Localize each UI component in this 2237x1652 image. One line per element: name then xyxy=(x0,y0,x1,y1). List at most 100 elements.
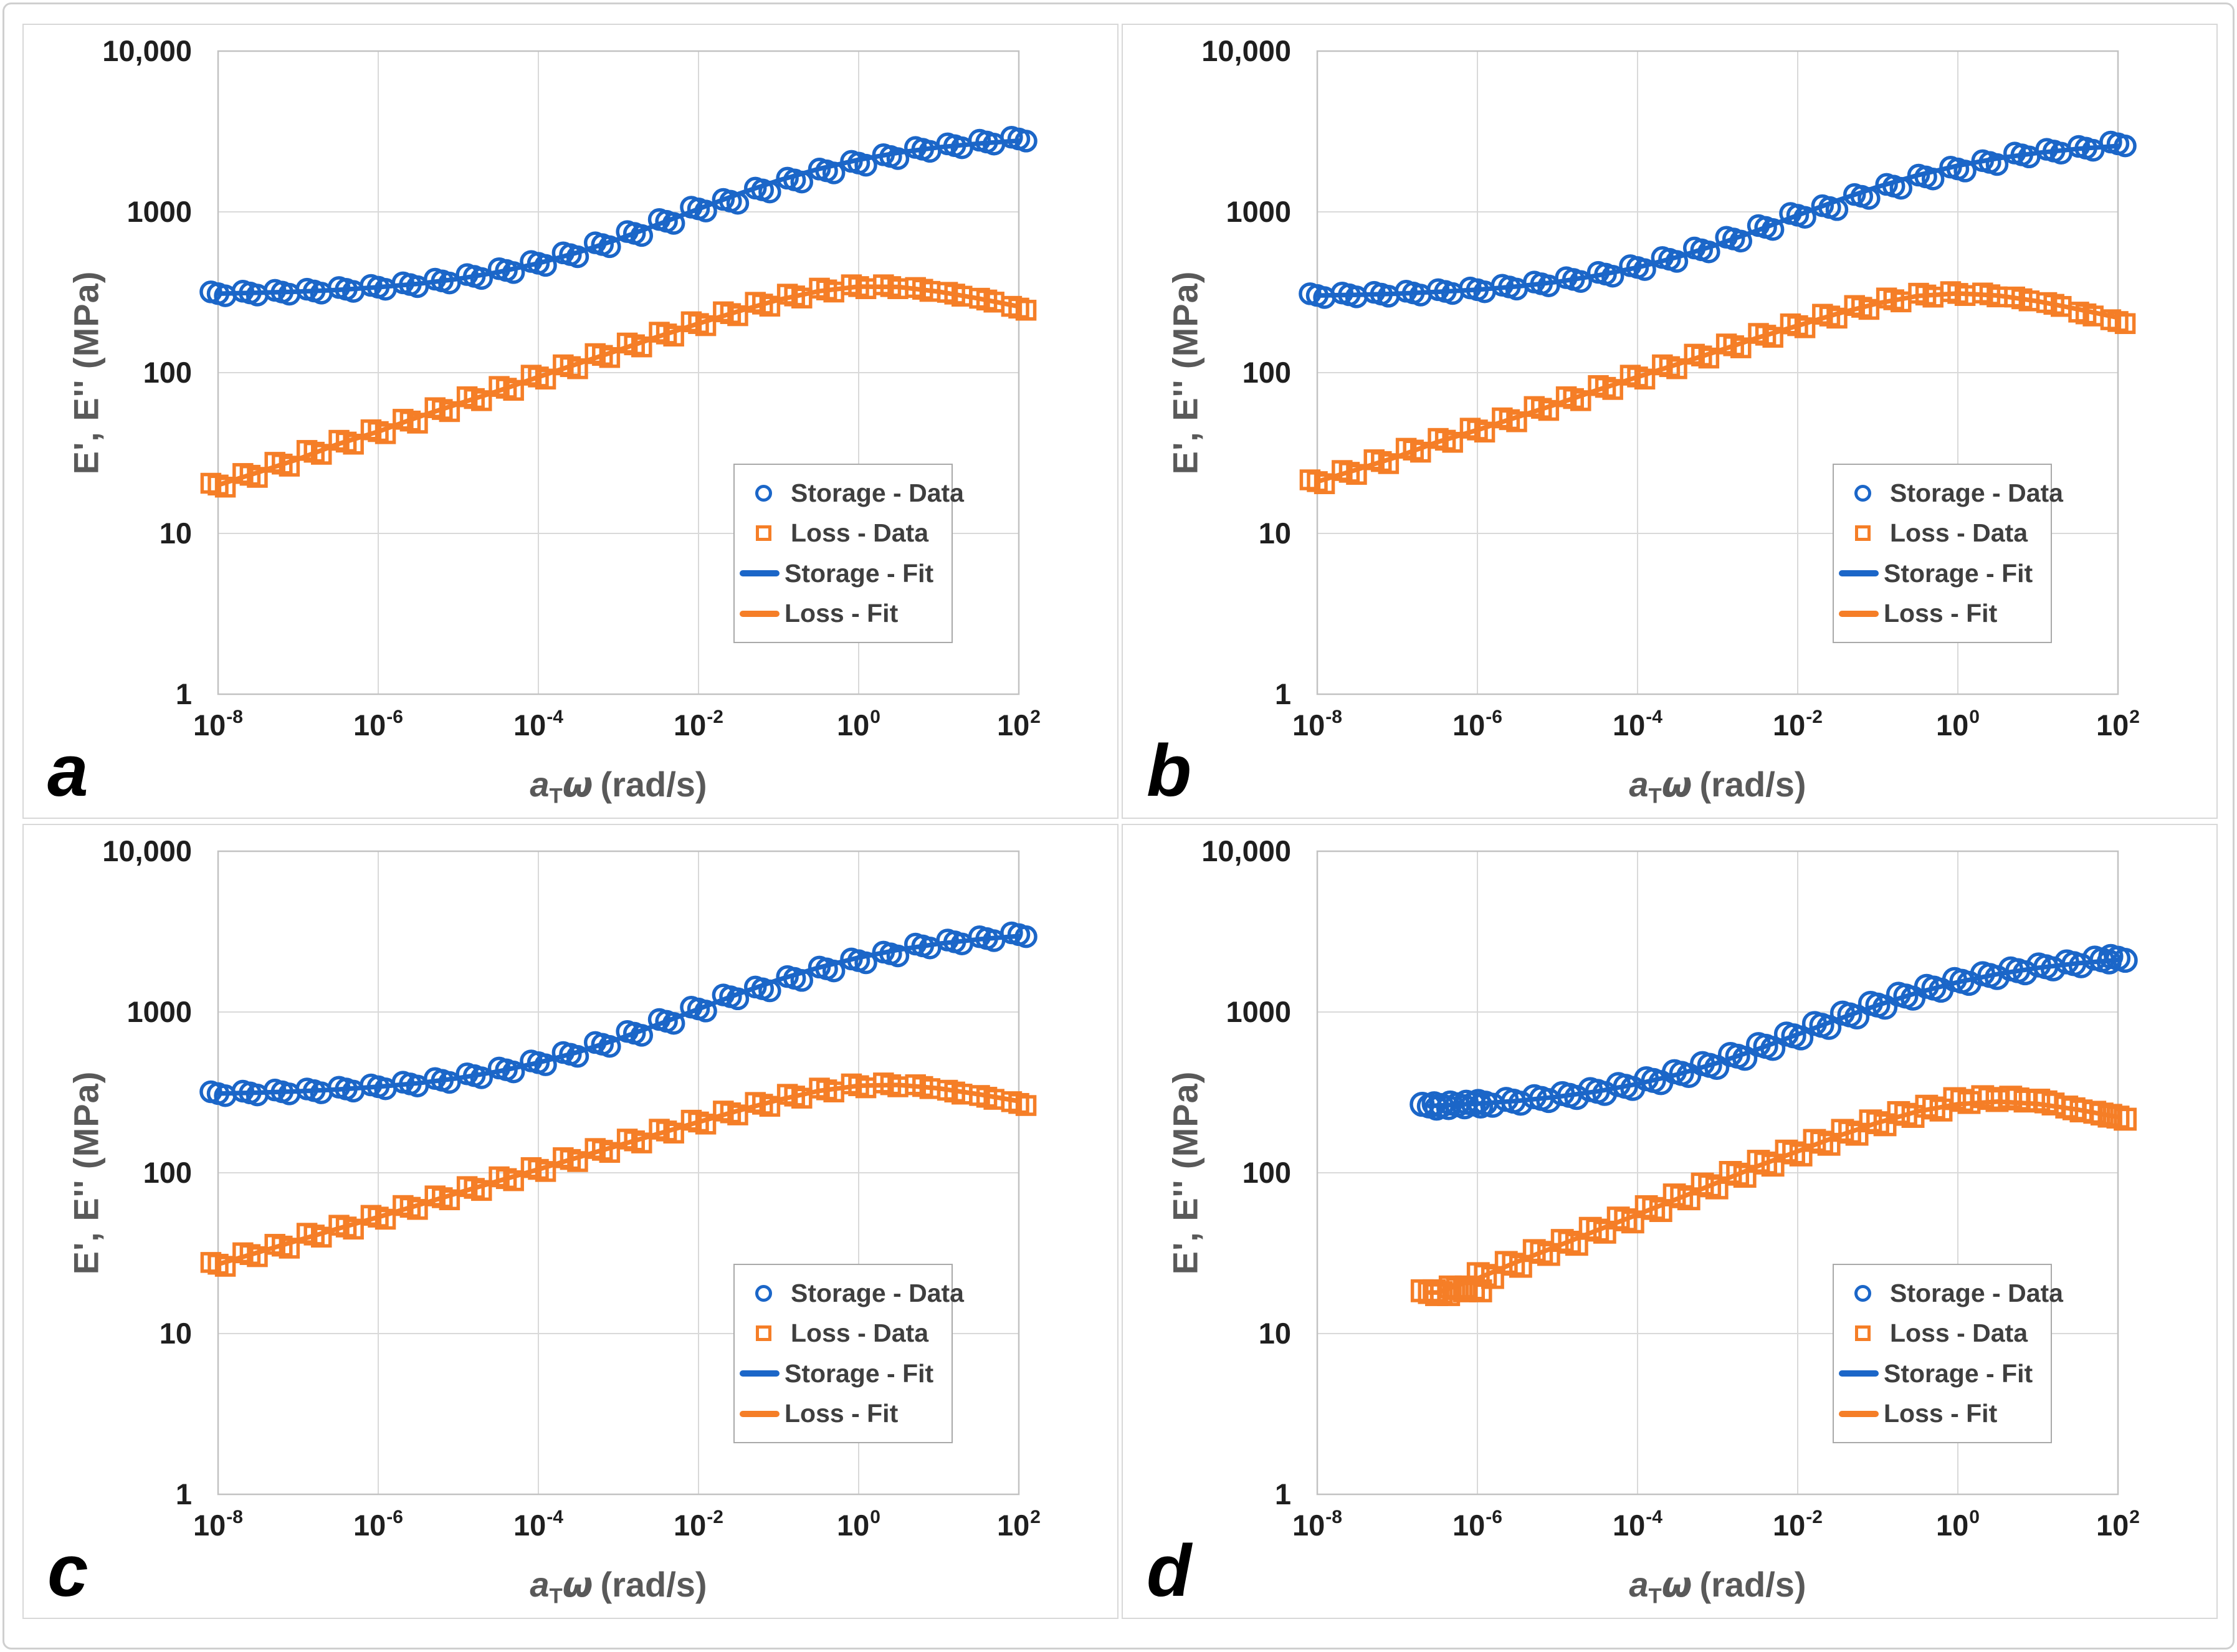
x-axis-subscript: T xyxy=(1648,784,1662,808)
omega-symbol: ω xyxy=(562,1565,593,1605)
x-tick-label: 10-6 xyxy=(1452,707,1502,742)
legend-item-loss-fit: Loss - Fit xyxy=(740,1399,949,1428)
x-tick-label: 100 xyxy=(837,707,880,742)
panel-c: 1 10 100 1000 10,000 10-8 10-6 10-4 10-2 100 102 E… xyxy=(22,824,1118,1619)
legend-swatch-cell xyxy=(740,525,787,542)
y-axis-title: E', E'' (MPa) xyxy=(66,270,106,475)
y-tick-label: 100 xyxy=(143,356,192,389)
loss-data-series xyxy=(200,1072,1037,1277)
legend-label: Loss - Fit xyxy=(1884,1399,1998,1428)
chart-canvas-c: 1 10 100 1000 10,000 10-8 10-6 10-4 10-2 100 102 xyxy=(102,834,1041,1542)
legend-item-loss-fit: Loss - Fit xyxy=(740,599,949,628)
y-tick-label: 10,000 xyxy=(1201,34,1291,67)
y-tick-label: 1 xyxy=(176,1478,192,1511)
legend-item-storage-fit: Storage - Fit xyxy=(1839,1359,2048,1388)
y-axis-title: E', E'' (MPa) xyxy=(66,1071,106,1275)
legend-item-storage-fit: Storage - Fit xyxy=(740,1359,949,1388)
storage-fit-line xyxy=(216,933,1021,1096)
y-tick-label: 10 xyxy=(1259,517,1291,550)
y-tick-label: 1000 xyxy=(126,195,192,228)
legend-swatch-cell xyxy=(740,570,781,577)
x-tick-label: 102 xyxy=(997,707,1041,742)
storage-fit-line xyxy=(216,138,1021,296)
legend-swatch-cell xyxy=(740,484,787,502)
x-axis-title: aTω (rad/s) xyxy=(1317,1564,2118,1608)
y-tick-label: 10,000 xyxy=(102,834,192,867)
legend-label: Loss - Fit xyxy=(1884,599,1998,628)
x-tick-label: 10-8 xyxy=(1292,1507,1342,1542)
line-swatch-icon xyxy=(1839,1370,1879,1377)
loss-data-series xyxy=(1299,281,2136,494)
x-axis-unit: (rad/s) xyxy=(1699,1565,1806,1604)
y-tick-label: 100 xyxy=(1243,1156,1291,1189)
plot-area: 1 10 100 1000 10,000 10-8 10-6 10-4 10-2 100 102 xyxy=(102,34,1041,742)
x-tick-label: 10-2 xyxy=(674,1507,723,1542)
line-swatch-icon xyxy=(740,1370,780,1377)
y-tick-label: 10 xyxy=(160,517,192,550)
legend-label: Storage - Fit xyxy=(1884,1358,2033,1388)
legend-swatch-cell xyxy=(1839,610,1880,617)
legend-item-loss-data: Loss - Data xyxy=(1839,1319,2048,1348)
legend-swatch-cell xyxy=(1839,1410,1880,1417)
panel-letter-d: d xyxy=(1147,1530,1192,1612)
panel-letter-a: a xyxy=(47,730,88,812)
legend-label: Storage - Data xyxy=(791,478,964,507)
legend-item-storage-data: Storage - Data xyxy=(740,479,964,508)
storage-fit-line xyxy=(1427,957,2120,1109)
y-tick-label: 1000 xyxy=(1226,195,1291,228)
legend-box: Storage - Data Loss - Data Storage - Fit… xyxy=(733,1264,964,1443)
y-tick-label: 1 xyxy=(176,677,192,710)
x-tick-label: 10-2 xyxy=(1773,1507,1823,1542)
loss-data-series xyxy=(200,274,1037,498)
legend-item-storage-fit: Storage - Fit xyxy=(1839,559,2048,588)
square-marker-icon xyxy=(755,1325,771,1342)
x-axis-var: a xyxy=(1629,1565,1649,1604)
legend-item-loss-fit: Loss - Fit xyxy=(1839,1399,2048,1428)
line-swatch-icon xyxy=(1839,1410,1879,1417)
legend-swatch-cell xyxy=(1839,1284,1886,1302)
legend-item-storage-data: Storage - Data xyxy=(740,1279,964,1308)
x-tick-label: 100 xyxy=(1936,707,1980,742)
line-swatch-icon xyxy=(740,1410,780,1417)
square-marker-icon xyxy=(1854,1325,1871,1342)
square-marker-icon xyxy=(755,525,771,542)
legend-swatch-cell xyxy=(740,1410,781,1417)
legend-label: Loss - Data xyxy=(1890,1319,2028,1348)
x-axis-unit: (rad/s) xyxy=(1699,765,1806,804)
x-axis-subscript: T xyxy=(549,784,563,808)
x-axis-var: a xyxy=(530,1565,550,1604)
legend-label: Loss - Fit xyxy=(785,599,899,628)
legend-label: Storage - Fit xyxy=(1884,558,2033,588)
legend-box: Storage - Data Loss - Data Storage - Fit… xyxy=(1833,464,2063,643)
legend-swatch-cell xyxy=(740,1284,787,1302)
legend-item-loss-data: Loss - Data xyxy=(740,1319,949,1348)
legend-label: Storage - Data xyxy=(791,1278,964,1307)
x-axis-unit: (rad/s) xyxy=(600,1565,707,1604)
y-tick-label: 1 xyxy=(1275,677,1291,710)
legend-swatch-cell xyxy=(1839,484,1886,502)
legend-swatch-cell xyxy=(1839,1370,1880,1377)
y-tick-label: 100 xyxy=(143,1156,192,1189)
x-tick-label: 10-2 xyxy=(1773,707,1823,742)
circle-marker-icon xyxy=(1854,484,1871,502)
y-tick-label: 1000 xyxy=(1226,995,1291,1028)
plot-area: 1 10 100 1000 10,000 10-8 10-6 10-4 10-2 100 102 xyxy=(102,834,1041,1542)
plot-border xyxy=(217,50,1020,695)
legend-swatch-cell xyxy=(1839,570,1880,577)
legend-label: Loss - Fit xyxy=(785,1399,899,1428)
panel-letter-b: b xyxy=(1147,730,1192,812)
x-axis-subscript: T xyxy=(549,1584,563,1608)
omega-symbol: ω xyxy=(1661,1565,1692,1605)
loss-fit-line xyxy=(216,1082,1021,1267)
panel-a: 1 10 100 1000 10,000 10-8 10-6 10-4 10-2 100 102 E… xyxy=(22,24,1118,819)
x-tick-label: 10-6 xyxy=(353,707,403,742)
x-tick-label: 10-6 xyxy=(353,1507,403,1542)
storage-data-series xyxy=(199,921,1037,1107)
legend-item-storage-data: Storage - Data xyxy=(1839,1279,2063,1308)
legend-swatch-cell xyxy=(740,1325,787,1342)
legend-item-loss-fit: Loss - Fit xyxy=(1839,599,2048,628)
legend-item-loss-data: Loss - Data xyxy=(1839,518,2048,548)
x-axis-var: a xyxy=(1629,765,1649,804)
x-axis-title: aTω (rad/s) xyxy=(1317,764,2118,808)
